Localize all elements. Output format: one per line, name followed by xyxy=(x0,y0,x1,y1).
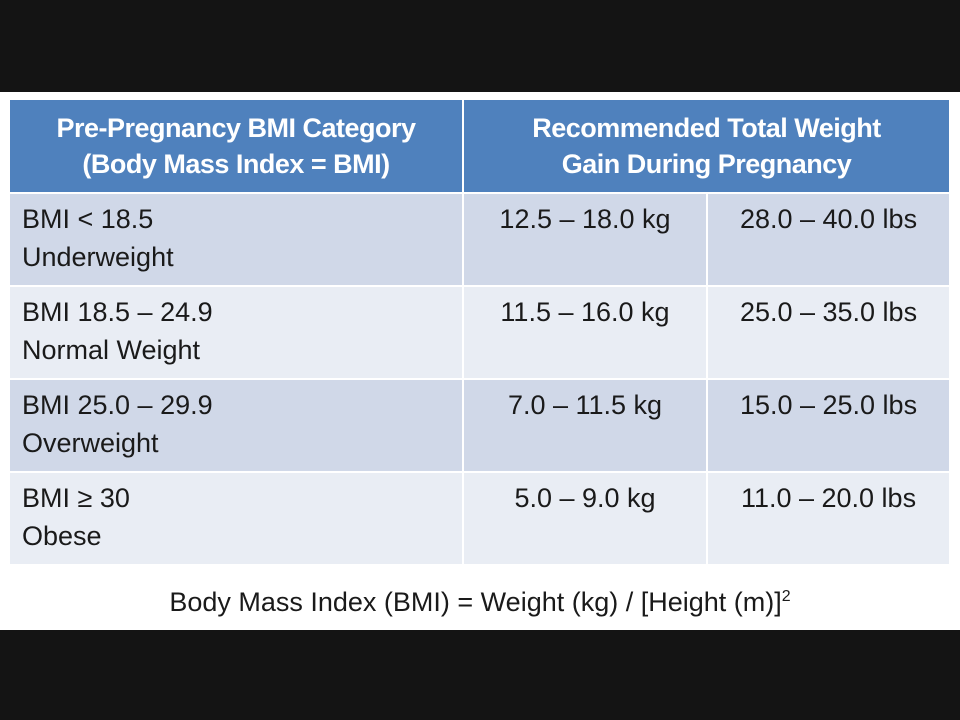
bmi-weight-gain-table: Pre-Pregnancy BMI Category (Body Mass In… xyxy=(10,100,950,566)
header-gain-line2: Gain During Pregnancy xyxy=(561,149,852,179)
bmi-range: BMI 18.5 – 24.9 xyxy=(22,297,213,327)
header-category-line2: (Body Mass Index = BMI) xyxy=(82,149,390,179)
top-letterbox xyxy=(0,0,960,92)
table-row: BMI ≥ 30 Obese 5.0 – 9.0 kg 11.0 – 20.0 … xyxy=(10,473,950,566)
bmi-range: BMI < 18.5 xyxy=(22,204,154,234)
header-gain-line1: Recommended Total Weight xyxy=(532,113,881,143)
table-header-row: Pre-Pregnancy BMI Category (Body Mass In… xyxy=(10,100,950,194)
formula-exponent: 2 xyxy=(781,588,791,605)
header-category: Pre-Pregnancy BMI Category (Body Mass In… xyxy=(10,100,464,194)
category-cell: BMI 18.5 – 24.9 Normal Weight xyxy=(10,287,464,380)
bmi-formula: Body Mass Index (BMI) = Weight (kg) / [H… xyxy=(0,584,960,620)
bmi-label: Normal Weight xyxy=(22,335,201,365)
gain-kg-cell: 7.0 – 11.5 kg xyxy=(464,380,708,473)
table-row: BMI < 18.5 Underweight 12.5 – 18.0 kg 28… xyxy=(10,194,950,287)
bmi-label: Obese xyxy=(22,521,102,551)
gain-kg-cell: 5.0 – 9.0 kg xyxy=(464,473,708,566)
slide: Pre-Pregnancy BMI Category (Body Mass In… xyxy=(0,92,960,630)
category-cell: BMI 25.0 – 29.9 Overweight xyxy=(10,380,464,473)
bmi-range: BMI ≥ 30 xyxy=(22,483,130,513)
bmi-label: Overweight xyxy=(22,428,159,458)
header-category-line1: Pre-Pregnancy BMI Category xyxy=(56,113,416,143)
table-row: BMI 25.0 – 29.9 Overweight 7.0 – 11.5 kg… xyxy=(10,380,950,473)
gain-kg-cell: 12.5 – 18.0 kg xyxy=(464,194,708,287)
gain-lbs-cell: 15.0 – 25.0 lbs xyxy=(708,380,950,473)
header-weight-gain: Recommended Total Weight Gain During Pre… xyxy=(464,100,950,194)
category-cell: BMI < 18.5 Underweight xyxy=(10,194,464,287)
category-cell: BMI ≥ 30 Obese xyxy=(10,473,464,566)
bmi-range: BMI 25.0 – 29.9 xyxy=(22,390,213,420)
table-row: BMI 18.5 – 24.9 Normal Weight 11.5 – 16.… xyxy=(10,287,950,380)
gain-lbs-cell: 25.0 – 35.0 lbs xyxy=(708,287,950,380)
gain-lbs-cell: 28.0 – 40.0 lbs xyxy=(708,194,950,287)
formula-text: Body Mass Index (BMI) = Weight (kg) / [H… xyxy=(169,587,782,617)
bmi-label: Underweight xyxy=(22,242,174,272)
bottom-letterbox xyxy=(0,630,960,720)
gain-kg-cell: 11.5 – 16.0 kg xyxy=(464,287,708,380)
gain-lbs-cell: 11.0 – 20.0 lbs xyxy=(708,473,950,566)
